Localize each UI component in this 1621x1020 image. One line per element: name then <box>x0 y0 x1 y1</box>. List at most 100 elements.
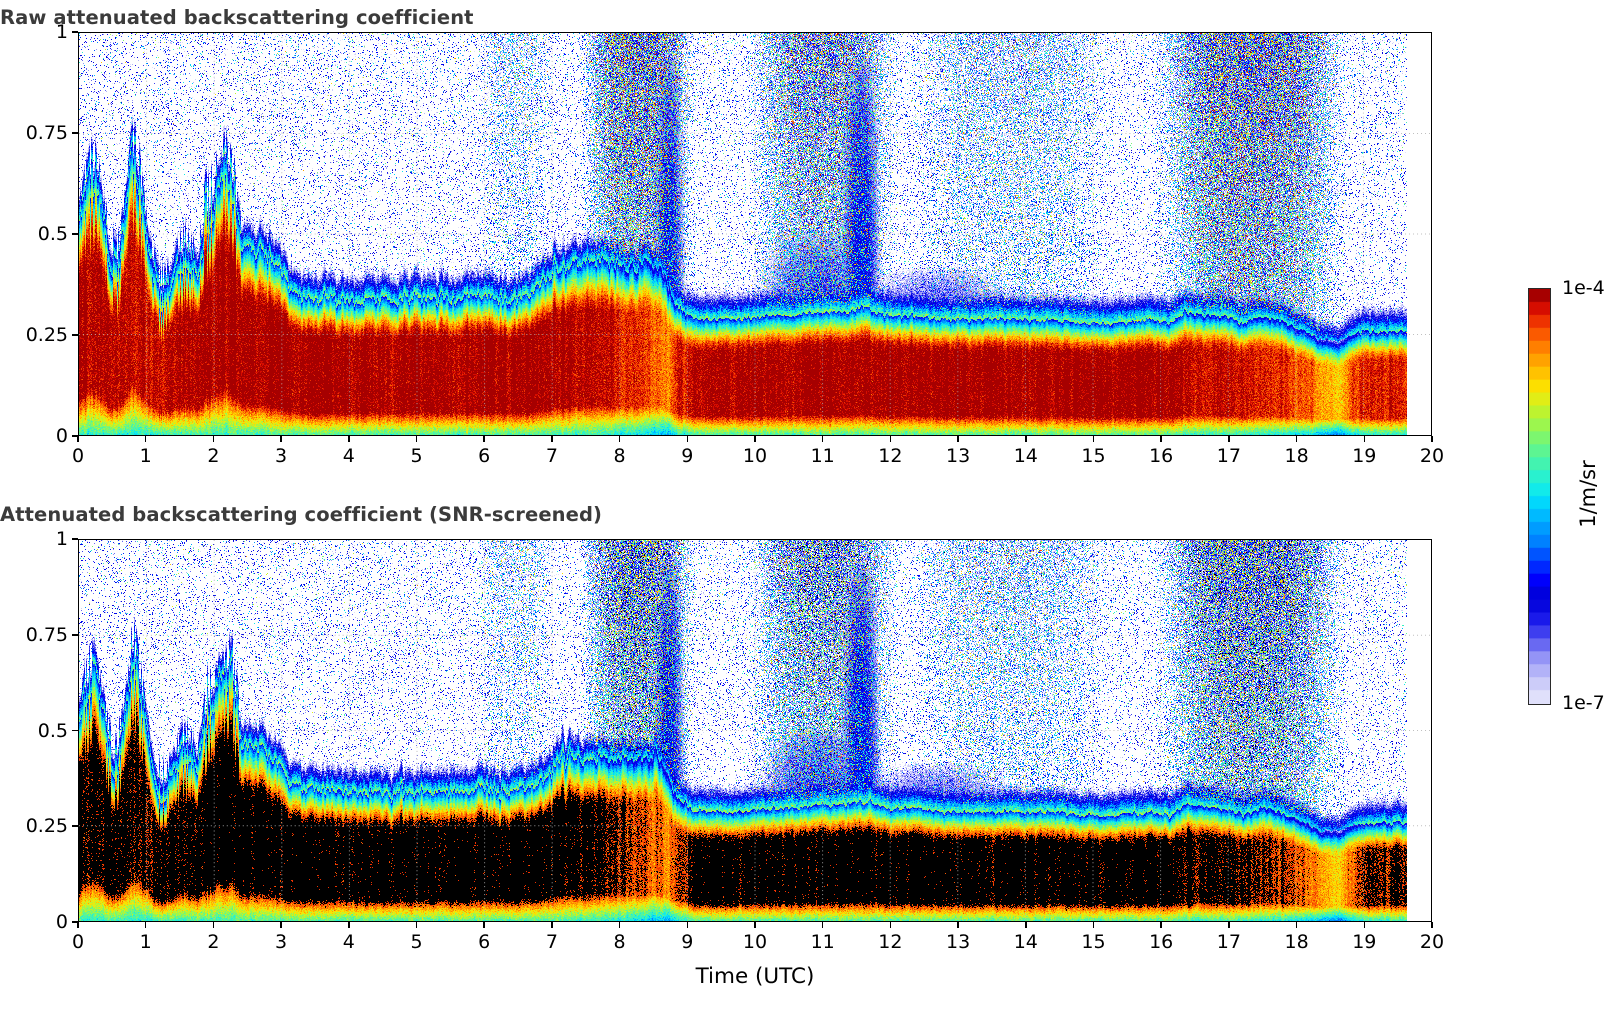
colorbar-max-label: 1e-4 <box>1562 277 1605 299</box>
x-tick-label: 11 <box>810 445 835 467</box>
x-tick-mark <box>1092 436 1095 442</box>
colorbar-min-label: 1e-7 <box>1562 692 1605 714</box>
x-tick-mark <box>280 436 282 442</box>
x-tick-label: 9 <box>681 931 694 953</box>
x-tick-label: 0 <box>71 931 85 953</box>
y-tick-label: 1 <box>55 21 68 43</box>
x-tick-label: 13 <box>946 445 971 467</box>
y-tick-label: 0.5 <box>37 223 68 245</box>
x-tick-mark <box>754 922 756 928</box>
x-axis-label-time: Time (UTC) <box>695 964 815 989</box>
x-tick-label: 12 <box>878 931 903 953</box>
y-tick-label: 1 <box>55 528 68 550</box>
x-tick-mark <box>144 922 147 928</box>
x-tick-mark <box>821 922 824 928</box>
x-tick-mark <box>1431 436 1433 442</box>
y-tick-label: 0.5 <box>37 719 68 742</box>
y-tick-mark <box>72 31 78 33</box>
x-tick-label: 13 <box>946 931 971 953</box>
x-tick-mark <box>483 436 485 442</box>
x-tick-mark <box>212 436 215 442</box>
x-tick-label: 18 <box>1284 445 1309 467</box>
plot-area-snr-screened[interactable] <box>78 539 1432 922</box>
x-tick-mark <box>957 922 959 928</box>
x-tick-label: 20 <box>1419 931 1445 953</box>
x-tick-label: 17 <box>1216 445 1241 467</box>
x-tick-label: 18 <box>1284 931 1309 953</box>
x-tick-mark <box>280 922 282 928</box>
x-tick-label: 17 <box>1216 931 1241 953</box>
x-tick-mark <box>1363 922 1366 928</box>
x-tick-mark <box>77 922 79 928</box>
x-tick-label: 6 <box>478 931 491 953</box>
x-tick-mark <box>1228 436 1230 442</box>
x-tick-label: 15 <box>1081 931 1106 953</box>
y-tick-mark <box>72 132 78 134</box>
x-tick-label: 9 <box>681 445 694 467</box>
x-tick-mark <box>1160 922 1162 928</box>
x-tick-label: 1 <box>139 931 152 953</box>
x-tick-label: 5 <box>410 931 423 953</box>
x-tick-label: 4 <box>342 931 355 953</box>
x-tick-mark <box>1228 922 1230 928</box>
y-tick-label: 0.25 <box>25 324 68 346</box>
y-tick-mark <box>72 233 78 235</box>
x-tick-mark <box>1025 922 1027 928</box>
x-tick-label: 11 <box>810 931 835 953</box>
x-tick-label: 2 <box>207 931 220 953</box>
x-tick-label: 0 <box>71 445 85 467</box>
x-tick-mark <box>212 922 215 928</box>
x-tick-mark <box>686 922 689 928</box>
x-tick-label: 19 <box>1352 445 1377 467</box>
y-tick-mark <box>72 538 78 540</box>
y-tick-mark <box>72 633 78 636</box>
x-tick-mark <box>686 436 689 442</box>
x-tick-mark <box>551 436 553 442</box>
colorbar[interactable] <box>1528 288 1551 705</box>
y-tick-label: 0.75 <box>25 122 68 144</box>
heatmap-raster-raw <box>79 33 1431 435</box>
x-tick-label: 7 <box>545 445 558 467</box>
x-tick-mark <box>1295 922 1298 928</box>
x-tick-label: 14 <box>1013 931 1038 953</box>
x-tick-mark <box>1295 436 1298 442</box>
x-tick-label: 15 <box>1081 445 1106 467</box>
x-tick-label: 8 <box>613 931 626 953</box>
x-tick-mark <box>415 922 418 928</box>
x-tick-mark <box>889 922 892 928</box>
y-tick-label: 0.75 <box>25 623 68 646</box>
x-tick-mark <box>821 436 824 442</box>
y-tick-mark <box>72 729 78 732</box>
x-tick-mark <box>889 436 892 442</box>
y-tick-mark <box>72 435 78 437</box>
y-tick-label: 0 <box>55 425 68 447</box>
x-tick-label: 7 <box>545 931 558 953</box>
x-tick-label: 19 <box>1352 931 1377 953</box>
colorbar-unit-label: 1/m/sr <box>1576 460 1600 528</box>
x-tick-label: 2 <box>207 445 220 467</box>
y-tick-label: 0.25 <box>25 815 68 838</box>
x-tick-label: 4 <box>342 445 355 467</box>
x-tick-mark <box>957 436 959 442</box>
x-tick-mark <box>415 436 418 442</box>
x-tick-label: 1 <box>139 445 152 467</box>
x-tick-label: 16 <box>1149 931 1174 953</box>
x-tick-label: 5 <box>410 445 423 467</box>
plot-area-raw[interactable] <box>78 32 1432 436</box>
x-tick-mark <box>551 922 553 928</box>
x-tick-mark <box>1363 436 1366 442</box>
y-tick-mark <box>72 334 78 336</box>
x-tick-label: 12 <box>878 445 903 467</box>
x-tick-mark <box>618 922 621 928</box>
x-tick-label: 20 <box>1419 445 1445 467</box>
x-tick-mark <box>348 436 350 442</box>
x-tick-label: 14 <box>1013 445 1038 467</box>
x-tick-mark <box>1431 922 1433 928</box>
x-tick-label: 3 <box>275 445 288 467</box>
x-tick-mark <box>483 922 485 928</box>
x-tick-mark <box>144 436 147 442</box>
x-tick-label: 3 <box>275 931 288 953</box>
x-tick-mark <box>348 922 350 928</box>
x-tick-label: 10 <box>742 931 768 953</box>
